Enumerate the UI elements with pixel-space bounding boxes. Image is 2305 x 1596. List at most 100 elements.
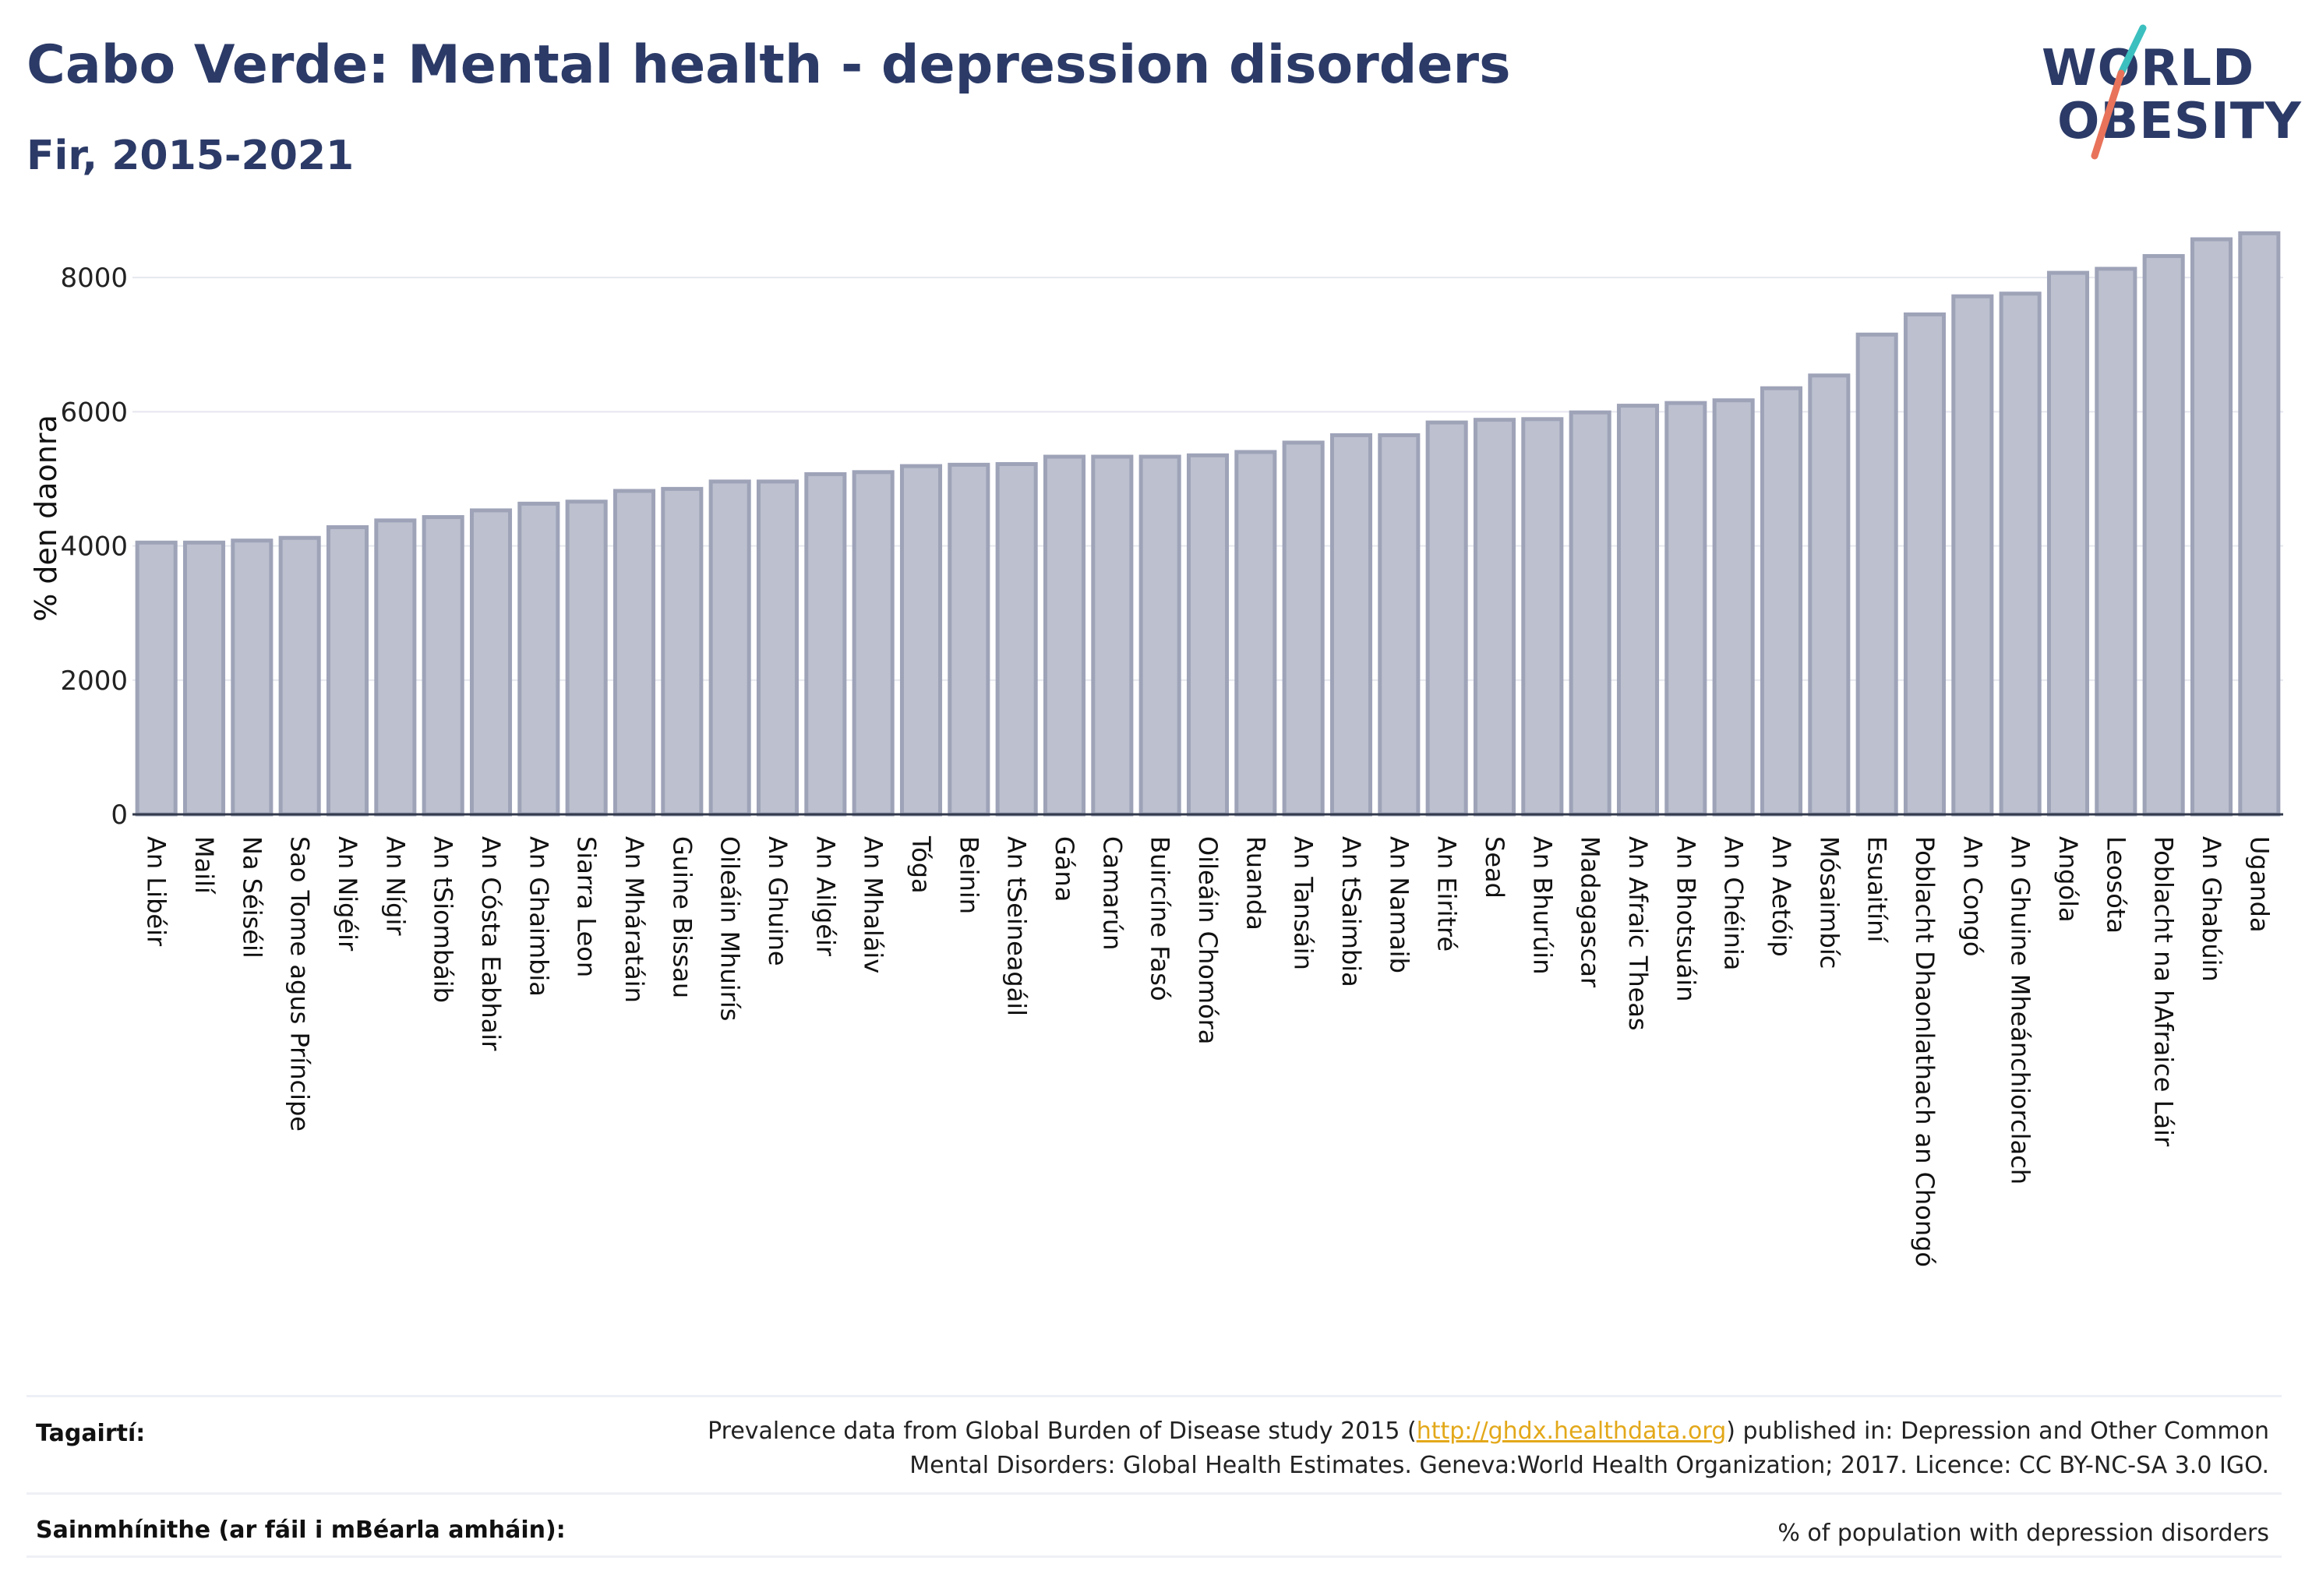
- bar[interactable]: [517, 501, 560, 817]
- bar[interactable]: [2238, 231, 2281, 817]
- bar[interactable]: [1329, 433, 1373, 817]
- footer-divider-bottom: [26, 1555, 2282, 1558]
- y-tick-label: 2000: [60, 666, 128, 697]
- bar[interactable]: [182, 540, 226, 817]
- x-tick-label: An Ghaimbia: [524, 836, 553, 997]
- bars: [135, 231, 2281, 817]
- bar[interactable]: [1712, 398, 1755, 817]
- x-tick-label: Leosóta: [2101, 836, 2130, 934]
- bar[interactable]: [1903, 312, 1947, 817]
- bar[interactable]: [1951, 294, 1994, 817]
- x-tick-label: Poblacht na hAfraice Láir: [2149, 836, 2179, 1147]
- bar[interactable]: [1808, 373, 1851, 817]
- y-tick-label: 4000: [60, 531, 128, 563]
- x-tick-label: An Mhaláiv: [859, 836, 888, 973]
- x-tick-label: An Nígir: [380, 836, 410, 936]
- axes: 0 2000 4000 6000 8000: [60, 263, 2283, 831]
- bar[interactable]: [1664, 401, 1707, 817]
- logo-line-1: WORLD: [2042, 40, 2255, 97]
- x-tick-label: An Tansáin: [1289, 836, 1318, 970]
- bar[interactable]: [565, 500, 608, 817]
- bar[interactable]: [1521, 417, 1564, 817]
- bar[interactable]: [995, 462, 1038, 817]
- bar[interactable]: [612, 489, 656, 817]
- x-tick-label: An Aetóip: [1767, 836, 1796, 957]
- definitions-label: Sainmhínithe (ar fáil i mBéarla amháin):: [36, 1517, 566, 1544]
- x-tick-label: Mósaimbíc: [1814, 836, 1844, 969]
- x-tick-label: An tSeineagáil: [1002, 836, 1032, 1016]
- x-tick-label: Madagascar: [1576, 836, 1605, 988]
- bar[interactable]: [1569, 410, 1611, 817]
- x-tick-label: An Nigéir: [333, 836, 362, 952]
- x-tick-label: Poblacht Dhaonlathach an Chongó: [1910, 836, 1940, 1267]
- references-line1-pre: Prevalence data from Global Burden of Di…: [708, 1418, 1417, 1445]
- x-tick-label: An Ghabúin: [2197, 836, 2226, 982]
- x-tick-label: An tSaimbia: [1336, 836, 1366, 987]
- x-tick-label: An Ghuine: [763, 836, 792, 966]
- x-tick-label: An Bhotsuáin: [1671, 836, 1700, 1001]
- bar[interactable]: [852, 470, 895, 817]
- logo-slash-icon: [2091, 24, 2147, 160]
- references-text: Prevalence data from Global Burden of Di…: [708, 1414, 2269, 1482]
- x-tick-label: Angóla: [2053, 836, 2083, 923]
- x-tick-label: Sead: [1480, 836, 1509, 899]
- references-line2: Mental Disorders: Global Health Estimate…: [909, 1451, 2269, 1479]
- bar[interactable]: [1999, 291, 2042, 817]
- bar[interactable]: [899, 464, 943, 817]
- bar[interactable]: [374, 518, 417, 817]
- footer-divider-top: [26, 1395, 2282, 1397]
- bar[interactable]: [804, 471, 847, 817]
- bar[interactable]: [661, 486, 704, 817]
- x-tick-label: Guine Bissau: [667, 836, 697, 998]
- bar[interactable]: [1473, 418, 1516, 817]
- x-tick-label: An Ailgéir: [810, 836, 840, 957]
- bar[interactable]: [326, 524, 369, 817]
- bar[interactable]: [422, 515, 464, 817]
- bar[interactable]: [756, 479, 800, 817]
- x-tick-label: Siarra Leon: [572, 836, 602, 977]
- bar[interactable]: [1138, 454, 1181, 817]
- y-tick-label: 8000: [60, 263, 128, 294]
- x-tick-label: An Namaib: [1384, 836, 1414, 973]
- x-tick-label: An tSiombáib: [429, 836, 458, 1003]
- bar[interactable]: [1616, 404, 1660, 817]
- bar-chart: 0 2000 4000 6000 8000 An Libéir Mailí Na Séisé…: [29, 231, 2283, 1267]
- x-tick-label: An Libéir: [142, 836, 171, 947]
- x-tick-label: An Bhurúin: [1527, 836, 1557, 974]
- x-tick-label: Tóga: [906, 835, 936, 894]
- bar[interactable]: [1855, 332, 1898, 817]
- x-tick-label: Gána: [1050, 836, 1079, 902]
- bar[interactable]: [1425, 420, 1468, 817]
- chart-subtitle: Fir, 2015-2021: [26, 132, 355, 179]
- bar[interactable]: [2046, 270, 2090, 817]
- bar[interactable]: [1378, 433, 1421, 817]
- bar[interactable]: [2095, 267, 2137, 817]
- definitions-text: % of population with depression disorder…: [1777, 1520, 2269, 1547]
- references-link[interactable]: http://ghdx.healthdata.org: [1416, 1418, 1727, 1445]
- x-tick-label: Esuaitíní: [1862, 836, 1892, 943]
- x-tick-label: An Congó: [1957, 836, 1987, 956]
- bar[interactable]: [948, 462, 990, 817]
- bar[interactable]: [2142, 254, 2185, 817]
- x-tick-label: An Chéinia: [1719, 836, 1749, 970]
- bar[interactable]: [231, 538, 274, 817]
- x-tick-label: Na Séiséil: [237, 836, 267, 959]
- x-tick-label: Oileáin Mhuirís: [715, 836, 745, 1021]
- bar[interactable]: [708, 479, 751, 817]
- bar[interactable]: [2190, 237, 2233, 817]
- bar[interactable]: [278, 535, 321, 817]
- x-tick-label: Uganda: [2244, 836, 2274, 933]
- bar[interactable]: [1043, 454, 1086, 817]
- footer-divider-middle: [26, 1492, 2282, 1495]
- bar[interactable]: [1091, 454, 1134, 817]
- bar[interactable]: [1282, 440, 1325, 817]
- bar[interactable]: [135, 540, 178, 817]
- bar[interactable]: [1760, 386, 1803, 817]
- x-tick-label: Camarún: [1097, 836, 1127, 950]
- bar[interactable]: [469, 508, 513, 817]
- bar[interactable]: [1186, 453, 1230, 817]
- y-axis-label: % den daonra: [29, 415, 63, 622]
- world-obesity-logo[interactable]: WORLD OBESITY: [2026, 23, 2301, 164]
- x-tick-label: An Mháratáin: [619, 836, 649, 1003]
- bar[interactable]: [1234, 450, 1277, 817]
